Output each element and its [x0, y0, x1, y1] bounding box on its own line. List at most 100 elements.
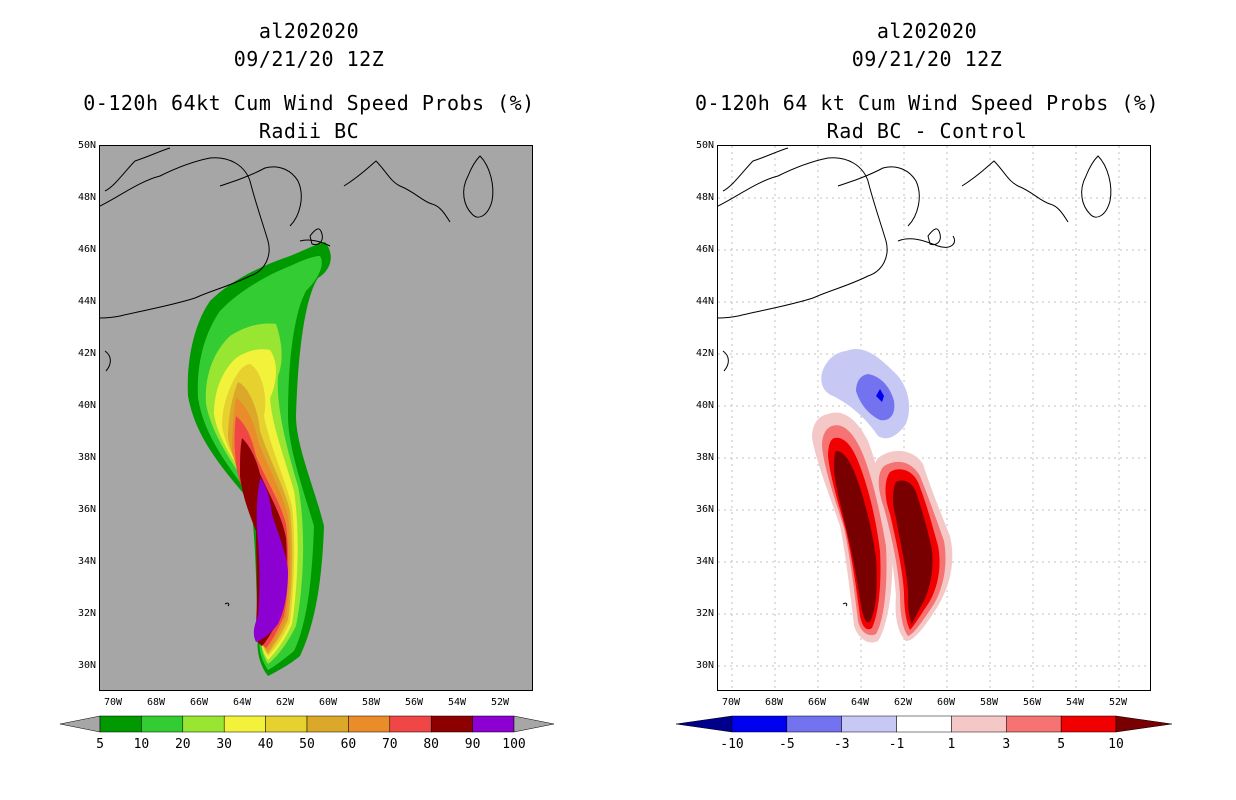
longitude-label: 62W — [893, 697, 913, 708]
colorbar-swatch — [265, 715, 308, 733]
colorbar-arrow-high — [1115, 715, 1172, 733]
probability-map — [99, 145, 533, 691]
longitude-label: 62W — [275, 697, 295, 708]
longitude-label: 70W — [721, 697, 741, 708]
colorbar-swatch — [306, 715, 349, 733]
diff-contour-neg-5 — [876, 389, 884, 402]
latitude-label: 50N — [695, 140, 714, 151]
colorbar-label: -3 — [833, 737, 850, 752]
colorbar-arrow-high — [513, 715, 554, 733]
colorbar-arrow-low — [60, 715, 101, 733]
colorbar-swatch — [223, 715, 266, 733]
colorbar-label: 5 — [1057, 737, 1066, 752]
subtitle: Rad BC - Control — [826, 119, 1028, 143]
colorbar-arrow-low — [676, 715, 733, 733]
colorbar-swatch — [430, 715, 473, 733]
coastlines — [100, 147, 494, 607]
longitude-label: 66W — [189, 697, 209, 708]
longitude-label: 52W — [1108, 697, 1128, 708]
latitude-label: 42N — [695, 348, 714, 359]
latitude-label: 36N — [695, 504, 714, 515]
difference-map — [717, 145, 1151, 691]
longitude-label: 58W — [979, 697, 999, 708]
panel-rad-bc-minus-control: al202020 09/21/20 12Z 0-120h 64 kt Cum W… — [618, 0, 1236, 800]
longitude-label: 64W — [850, 697, 870, 708]
longitude-label: 70W — [103, 697, 123, 708]
colorbar-swatch — [1006, 715, 1062, 733]
colorbar-label: 20 — [174, 737, 191, 752]
product-title: 0-120h 64 kt Cum Wind Speed Probs (%) — [694, 91, 1160, 115]
diff-contour-pos-10 — [834, 451, 877, 623]
colorbar-swatch — [786, 715, 842, 733]
colorbar-label: 1 — [947, 737, 956, 752]
latitude-label: 34N — [77, 556, 96, 567]
longitude-label: 56W — [404, 697, 424, 708]
latitude-label: 38N — [77, 452, 96, 463]
storm-id-title: al202020 — [258, 19, 360, 43]
panel-radii-bc: al202020 09/21/20 12Z 0-120h 64kt Cum Wi… — [60, 19, 554, 752]
colorbar-label: 5 — [96, 737, 104, 752]
colorbar-label: 90 — [464, 737, 481, 752]
colorbar-swatch — [896, 715, 952, 733]
colorbar-label: 10 — [133, 737, 150, 752]
colorbar-swatch — [951, 715, 1007, 733]
longitude-label: 68W — [146, 697, 166, 708]
longitude-label: 58W — [361, 697, 381, 708]
latitude-label: 42N — [77, 348, 96, 359]
subtitle: Radii BC — [258, 119, 360, 143]
latitude-label: 40N — [695, 400, 714, 411]
colorbar-label: 50 — [299, 737, 315, 752]
storm-id-title: al202020 — [876, 19, 978, 43]
datetime-title: 09/21/20 12Z — [233, 47, 385, 71]
latitude-label: 40N — [77, 400, 96, 411]
colorbar-swatch — [141, 715, 184, 733]
longitude-label: 68W — [764, 697, 784, 708]
colorbar-label: 80 — [423, 737, 440, 752]
colorbar-label: -5 — [779, 737, 795, 752]
latitude-label: 46N — [77, 244, 96, 255]
latitude-label: 38N — [695, 452, 714, 463]
latitude-label: 46N — [695, 244, 714, 255]
datetime-title: 09/21/20 12Z — [851, 47, 1003, 71]
diff-contour-pos-10b — [893, 480, 933, 624]
colorbar-label: 3 — [1002, 737, 1011, 752]
product-title: 0-120h 64kt Cum Wind Speed Probs (%) — [83, 91, 535, 115]
longitude-label: 60W — [318, 697, 338, 708]
latitude-label: 32N — [695, 608, 714, 619]
longitude-label: 60W — [936, 697, 956, 708]
latitude-label: 44N — [695, 296, 714, 307]
colorbar-swatch — [841, 715, 897, 733]
colorbar-swatch — [389, 715, 432, 733]
prob-contour-90 — [253, 478, 288, 642]
colorbar-label: 40 — [257, 737, 274, 752]
diff-contour-neg-3 — [856, 374, 895, 421]
colorbar-label: 10 — [1108, 737, 1124, 752]
colorbar-swatch — [348, 715, 391, 733]
latitude-label: 30N — [77, 660, 96, 671]
colorbar-swatch — [99, 715, 142, 733]
longitude-label: 66W — [807, 697, 827, 708]
coastlines — [718, 147, 1112, 607]
longitude-label: 52W — [490, 697, 510, 708]
colorbar — [676, 715, 1172, 739]
longitude-label: 54W — [447, 697, 467, 708]
latitude-label: 36N — [77, 504, 96, 515]
longitude-label: 56W — [1022, 697, 1042, 708]
colorbar — [60, 715, 554, 739]
colorbar-label: -1 — [888, 737, 905, 752]
colorbar-swatch — [182, 715, 225, 733]
colorbar-swatch — [1060, 715, 1117, 733]
latitude-label: 48N — [77, 192, 96, 203]
latitude-label: 50N — [77, 140, 96, 151]
colorbar-swatch — [731, 715, 788, 733]
latitude-label: 44N — [77, 296, 96, 307]
latitude-label: 30N — [695, 660, 714, 671]
colorbar-label: 30 — [216, 737, 233, 752]
grid-lines — [718, 146, 1150, 690]
longitude-label: 54W — [1065, 697, 1085, 708]
colorbar-swatch — [472, 715, 515, 733]
latitude-label: 32N — [77, 608, 96, 619]
colorbar-label: 60 — [340, 737, 357, 752]
latitude-label: 48N — [695, 192, 714, 203]
colorbar-label: 70 — [381, 737, 398, 752]
